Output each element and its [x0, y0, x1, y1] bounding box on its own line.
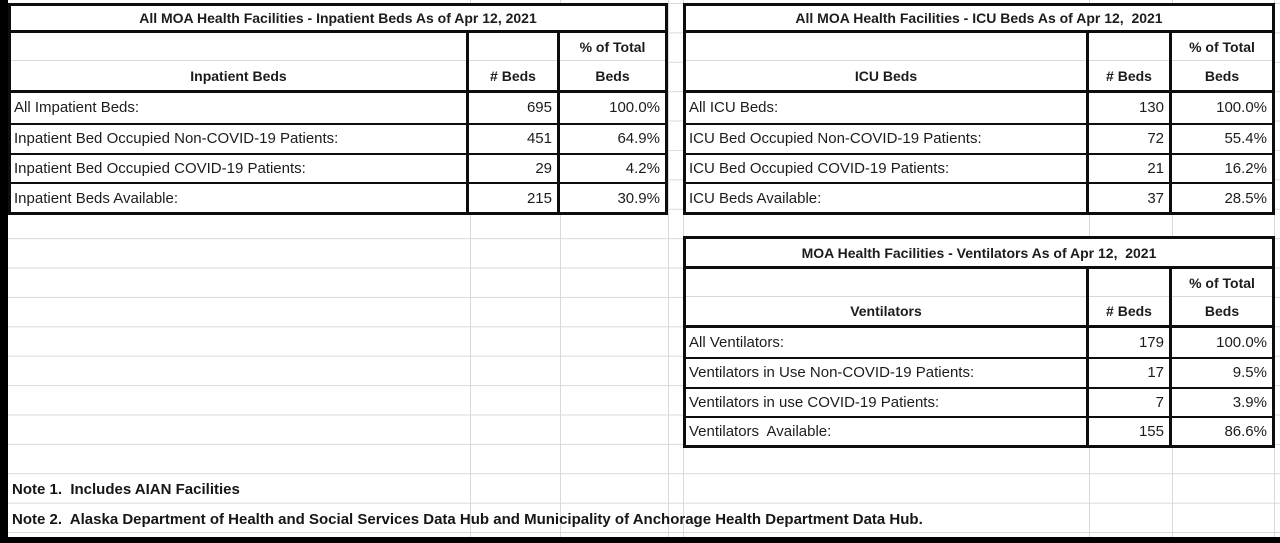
ventilators-label-column-header: Ventilators	[686, 269, 1089, 328]
icu-label-column-header: ICU Beds	[686, 33, 1089, 93]
icu-pct-column-header: % of Total Beds	[1172, 33, 1272, 93]
grid-column-line	[560, 0, 561, 537]
beds-column-header-label: # Beds	[1089, 60, 1169, 90]
beds-value: 37	[1089, 182, 1172, 212]
pct-value: 100.0%	[609, 99, 660, 117]
icu-beds-column-header: # Beds	[1089, 33, 1172, 93]
inpatient-table-title: All MOA Health Facilities - Inpatient Be…	[11, 6, 665, 33]
pct-value: 100.0%	[1216, 334, 1267, 352]
pct-value: 3.9%	[1172, 386, 1272, 416]
header-top-spacer	[1089, 269, 1169, 296]
grid-column-line	[668, 0, 669, 537]
beds-value: 155	[1089, 415, 1172, 445]
header-top-spacer	[686, 269, 1086, 296]
pct-header-line2: Beds	[1172, 60, 1272, 90]
pct-value: 64.9%	[560, 122, 665, 153]
beds-value: 451	[469, 122, 560, 153]
row-label: Ventilators in Use Non-COVID-19 Patients…	[686, 357, 1089, 387]
beds-value: 21	[1089, 152, 1172, 183]
beds-column-header-label: # Beds	[1089, 296, 1169, 325]
pct-value: 86.6%	[1172, 415, 1272, 445]
row-label: ICU Bed Occupied COVID-19 Patients:	[686, 152, 1089, 183]
beds-value: 215	[469, 182, 560, 212]
pct-header-line1: % of Total	[1189, 38, 1255, 55]
pct-value: 4.2%	[560, 152, 665, 183]
inpatient-column-header-label: Inpatient Beds	[11, 60, 466, 90]
ventilators-table: MOA Health Facilities - Ventilators As o…	[683, 236, 1275, 448]
beds-value: 695	[469, 93, 560, 123]
inpatient-beds-column-header: # Beds	[469, 33, 560, 93]
pct-value: 55.4%	[1172, 122, 1272, 153]
ventilators-table-title: MOA Health Facilities - Ventilators As o…	[686, 239, 1272, 269]
pct-header-line2: Beds	[1172, 296, 1272, 325]
pct-value: 30.9%	[560, 182, 665, 212]
header-top-spacer	[11, 33, 466, 60]
note-2: Note 2. Alaska Department of Health and …	[12, 511, 923, 528]
pct-value: 100.0%	[1216, 99, 1267, 117]
pct-header-line1: % of Total	[1189, 274, 1255, 291]
inpatient-beds-table: All MOA Health Facilities - Inpatient Be…	[8, 3, 668, 215]
ventilators-column-header-label: Ventilators	[686, 296, 1086, 325]
pct-value: 16.2%	[1172, 152, 1272, 183]
note-1: Note 1. Includes AIAN Facilities	[12, 481, 240, 498]
beds-value: 29	[469, 152, 560, 183]
icu-column-header-label: ICU Beds	[686, 60, 1086, 90]
row-label: Inpatient Bed Occupied COVID-19 Patients…	[11, 152, 469, 183]
beds-value: 179	[1089, 328, 1172, 358]
header-top-spacer	[1089, 33, 1169, 60]
row-label: Ventilators in use COVID-19 Patients:	[686, 386, 1089, 416]
icu-table-title: All MOA Health Facilities - ICU Beds As …	[686, 6, 1272, 33]
header-top-spacer	[686, 33, 1086, 60]
pct-value: 28.5%	[1172, 182, 1272, 212]
ventilators-beds-column-header: # Beds	[1089, 269, 1172, 328]
beds-value: 130	[1089, 93, 1172, 123]
beds-value: 72	[1089, 122, 1172, 153]
icu-beds-table: All MOA Health Facilities - ICU Beds As …	[683, 3, 1275, 215]
row-label: All Ventilators:	[686, 328, 1089, 358]
inpatient-label-column-header: Inpatient Beds	[11, 33, 469, 93]
beds-value: 7	[1089, 386, 1172, 416]
beds-column-header-label: # Beds	[469, 60, 557, 90]
row-label: All Impatient Beds:	[11, 93, 469, 123]
ventilators-pct-column-header: % of Total Beds	[1172, 269, 1272, 328]
spreadsheet-grid: All MOA Health Facilities - Inpatient Be…	[8, 0, 1280, 537]
row-label: ICU Beds Available:	[686, 182, 1089, 212]
row-label: Inpatient Bed Occupied Non-COVID-19 Pati…	[11, 122, 469, 153]
pct-header-line2: Beds	[560, 60, 665, 90]
pct-header-line1: % of Total	[579, 38, 646, 55]
row-label: Ventilators Available:	[686, 415, 1089, 445]
pct-value: 9.5%	[1172, 357, 1272, 386]
header-top-spacer	[469, 33, 557, 60]
inpatient-pct-column-header: % of Total Beds	[560, 33, 665, 93]
row-label: Inpatient Beds Available:	[11, 182, 469, 212]
row-label: ICU Bed Occupied Non-COVID-19 Patients:	[686, 122, 1089, 153]
grid-column-line	[470, 0, 471, 537]
beds-value: 17	[1089, 357, 1172, 387]
row-label: All ICU Beds:	[686, 93, 1089, 123]
